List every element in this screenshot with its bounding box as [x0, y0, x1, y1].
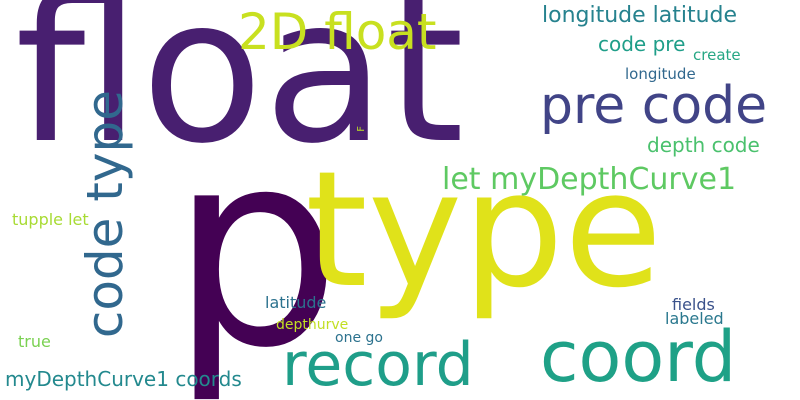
word-latitude: latitude	[265, 293, 327, 312]
word-true: true	[18, 332, 51, 351]
word-type: type	[305, 136, 663, 323]
word-create: create	[693, 46, 741, 64]
word-code-pre: code pre	[598, 32, 686, 56]
word-one-go: one go	[335, 330, 383, 346]
word-labeled: labeled	[665, 309, 724, 328]
word-fields: fields	[672, 295, 715, 314]
word-f: F	[356, 126, 367, 132]
word-p: p	[170, 92, 342, 400]
word-coord: coord	[540, 316, 737, 398]
word-depth-code: depth code	[647, 133, 760, 157]
word-pre-code: pre code	[540, 76, 768, 136]
word-mydepthcurve1-coords: myDepthCurve1 coords	[5, 367, 242, 391]
word-depthurve: depthurve	[276, 317, 349, 333]
word-tupple-let: tupple let	[12, 210, 89, 229]
word-2d-float: 2D float	[238, 3, 437, 61]
word-record: record	[282, 330, 474, 400]
word-longitude: longitude	[625, 65, 696, 83]
word-longitude-latitude: longitude latitude	[542, 3, 738, 28]
word-let-mydepthcurve1: let myDepthCurve1	[442, 162, 737, 197]
word-float: float	[15, 0, 465, 188]
